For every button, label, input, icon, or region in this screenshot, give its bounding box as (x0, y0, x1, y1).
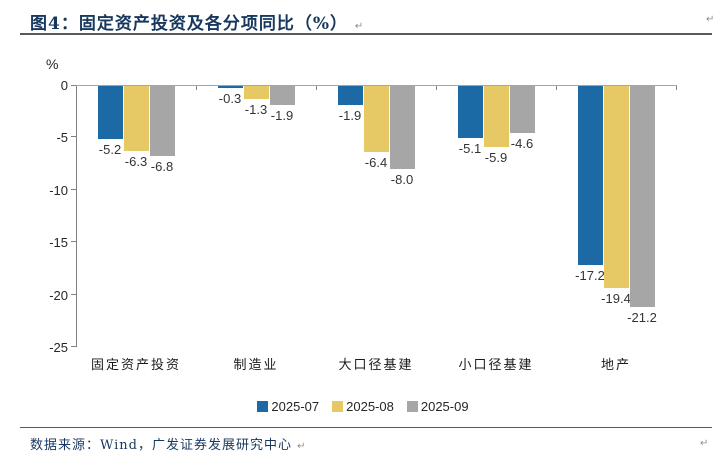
bar-value-label: -6.8 (150, 159, 174, 175)
bar-2025-09-地产 (629, 85, 655, 308)
y-axis-tick (71, 293, 76, 295)
bar-value-label: -1.9 (270, 107, 294, 123)
category-axis-tick (676, 86, 677, 90)
bar-value-label: -19.4 (601, 291, 631, 307)
y-axis-line (76, 85, 77, 347)
legend-label: 2025-08 (346, 399, 394, 414)
source-note-row: 数据来源：Wind，广发证券发展研究中心 ↵ (30, 434, 307, 453)
paragraph-mark-icon: ↵ (354, 21, 365, 32)
bar-2025-07-小口径基建 (457, 85, 483, 139)
y-axis-tick (71, 346, 76, 347)
legend-swatch-icon (332, 401, 344, 412)
source-note: 数据来源：Wind，广发证券发展研究中心 (30, 438, 292, 453)
bar-2025-07-大口径基建 (337, 85, 363, 105)
footer-divider-line (20, 427, 712, 428)
y-axis-tick-label: -10 (49, 182, 68, 198)
figure-title: 图4：固定资产投资及各分项同比（%） (30, 14, 348, 34)
plot-area: 0 -5 -10 -15 -20 -25 -5.2 -0.3 -1.9 -5.1 -17.2 -6.3… (49, 78, 677, 355)
legend-item: 2025-09 (406, 399, 469, 414)
bar-value-label: -5.9 (484, 149, 508, 165)
legend-label: 2025-07 (271, 399, 320, 414)
legend-label: 2025-09 (420, 399, 469, 414)
legend-swatch-icon (257, 401, 269, 412)
category-axis-tick (436, 86, 437, 90)
legend: 2025-07 2025-08 2025-09 (0, 399, 726, 414)
legend-item: 2025-08 (332, 399, 394, 414)
bar-2025-08-制造业 (243, 85, 269, 99)
paragraph-mark-icon: ↵ (700, 438, 709, 449)
bar-2025-09-小口径基建 (509, 85, 535, 134)
figure-title-row: 图4：固定资产投资及各分项同比（%） ↵ (30, 9, 364, 34)
bar-value-label: -6.4 (364, 155, 388, 171)
bar-2025-09-大口径基建 (389, 85, 415, 169)
y-axis-tick-label: -15 (49, 235, 68, 251)
category-label: 固定资产投资 (90, 358, 181, 373)
bar-2025-07-固定资产投资 (97, 85, 123, 140)
title-divider-line (20, 33, 712, 35)
category-label: 大口径基建 (338, 358, 414, 373)
bar-value-label: -4.6 (510, 136, 534, 152)
bar-value-label: -6.3 (124, 154, 148, 170)
bar-2025-07-地产 (577, 85, 603, 266)
bar-2025-08-小口径基建 (483, 85, 509, 147)
bar-value-label: -1.9 (338, 107, 362, 123)
category-axis-tick (196, 86, 197, 90)
bar-2025-09-制造业 (269, 85, 295, 105)
y-axis-tick (71, 136, 76, 138)
bar-2025-07-制造业 (217, 85, 243, 89)
category-label: 小口径基建 (458, 358, 534, 373)
category-axis-tick (556, 86, 557, 90)
bar-value-label: -8.0 (390, 171, 414, 187)
category-axis-tick (316, 86, 317, 90)
bar-value-label: -1.3 (244, 101, 268, 117)
y-axis-tick-label: -20 (49, 287, 68, 303)
y-axis-unit-label: % (46, 56, 59, 72)
legend-swatch-icon (406, 401, 418, 412)
y-axis-tick-label: 0 (60, 78, 68, 93)
bar-value-label: -21.2 (627, 310, 657, 326)
legend-item: 2025-07 (257, 399, 319, 414)
y-axis-tick-label: -25 (49, 340, 68, 355)
bar-2025-08-固定资产投资 (123, 85, 149, 152)
paragraph-mark-icon: ↵ (706, 14, 715, 25)
zero-baseline (76, 85, 677, 86)
bar-value-label: -17.2 (575, 268, 605, 284)
category-label: 制造业 (233, 358, 279, 373)
y-axis-tick-label: -5 (56, 130, 68, 146)
bar-2025-08-大口径基建 (363, 85, 389, 153)
bar-value-label: -0.3 (218, 91, 242, 107)
bar-2025-09-固定资产投资 (149, 85, 175, 157)
category-axis-tick (76, 86, 77, 90)
bar-value-label: -5.1 (458, 141, 482, 157)
y-axis-tick (71, 188, 76, 190)
y-axis-tick (71, 241, 76, 243)
category-label: 地产 (600, 358, 631, 373)
bar-2025-08-地产 (603, 85, 629, 289)
category-axis: 固定资产投资 制造业 大口径基建 小口径基建 地产 (76, 354, 676, 373)
bar-value-label: -5.2 (98, 142, 122, 158)
y-axis-tick (71, 85, 76, 86)
paragraph-mark-icon: ↵ (297, 441, 307, 452)
